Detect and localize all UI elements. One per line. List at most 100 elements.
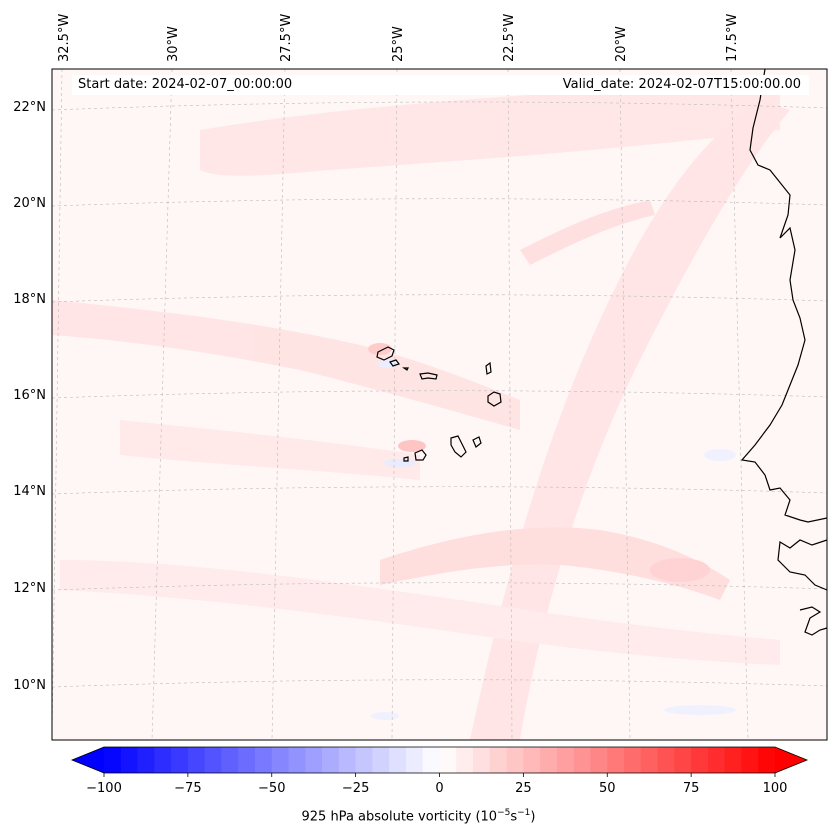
vorticity-field [52,80,790,740]
lon-label: 27.5°W [279,14,294,62]
colorbar-cell [305,747,323,773]
vorticity-positive-spot [368,343,392,355]
colorbar-cell [506,747,524,773]
meridian-line [271,68,286,741]
vorticity-negative-spot [704,449,736,461]
lat-label: 22°N [13,100,46,115]
colorbar-cell [640,747,658,773]
colorbar-cells [104,747,776,773]
island-boa-vista [487,391,502,407]
lat-label: 14°N [13,484,46,499]
parallel-line [51,486,828,495]
colorbar-label-exp1: −5 [497,808,511,818]
vorticity-positive-spot [398,440,426,452]
africa-coastline [799,606,828,636]
colorbar-cell [489,747,507,773]
latitude-labels: 22°N 20°N 18°N 16°N 14°N 12°N 10°N [13,100,46,693]
parallel-line [51,390,828,399]
lat-label: 12°N [13,581,46,596]
colorbar-cell [607,747,625,773]
colorbar-tick-label: 25 [515,781,532,796]
colorbar-cell [456,747,474,773]
colorbar-cell [154,747,172,773]
colorbar-cell [523,747,541,773]
colorbar-label-suffix: ) [530,809,536,825]
colorbar-cell [724,747,742,773]
cape-verde-islands [376,346,502,462]
island-maio [472,436,482,448]
lon-label: 20°W [614,26,629,62]
colorbar-ticks: −100 −75 −50 −25 0 25 50 75 100 [86,773,787,796]
vorticity-band [380,527,730,600]
colorbar-label: 925 hPa absolute vorticity (10−5s−1) [0,808,837,824]
colorbar-cell [624,747,642,773]
start-date: Start date: 2024-02-07_00:00:00 [78,77,293,92]
meridian-line [507,68,513,741]
meridian-line [730,68,749,741]
colorbar-tick-label: −50 [258,781,285,796]
island-sao-nicolau [419,372,438,380]
colorbar-cell [707,747,726,773]
colorbar-cell [758,747,776,773]
valid-date: Valid_date: 2024-02-07T15:00:00.00 [562,77,801,92]
lon-label: 32.5°W [57,14,72,62]
parallel-line [51,198,828,207]
island-sao-vicente [389,359,400,367]
lat-label: 10°N [13,678,46,693]
parallel-line [51,582,828,591]
colorbar-tick-label: 0 [435,781,443,796]
africa-coastline [777,539,828,591]
colorbar-max-extension [775,747,807,773]
vorticity-negative-spot [371,712,399,720]
lat-label: 16°N [13,388,46,403]
meridian-line [619,68,631,741]
meridian-line [51,68,63,741]
lon-label: 30°W [166,26,181,62]
colorbar-cell [439,747,457,773]
island-fogo [414,449,427,461]
colorbar-label-prefix: 925 hPa absolute vorticity (10 [301,809,498,825]
island-brava [403,456,409,462]
lat-label: 20°N [13,196,46,211]
colorbar-cell [171,747,189,773]
lon-label: 25°W [391,26,406,62]
colorbar-cell [674,747,692,773]
date-info-bar: Start date: 2024-02-07_00:00:00 Valid_da… [72,75,809,95]
colorbar-cell [104,747,122,773]
longitude-labels: 32.5°W 30°W 27.5°W 25°W 22.5°W 20°W 17.5… [57,14,740,62]
colorbar-cell [540,747,558,773]
vorticity-max [650,558,710,582]
gridlines [51,68,828,741]
vorticity-band [60,560,780,665]
lon-label: 22.5°W [502,14,517,62]
colorbar-cell [657,747,675,773]
colorbar-cell [691,747,709,773]
colorbar-cell [204,747,222,773]
colorbar-cell [338,747,357,773]
colorbar-cell [271,747,289,773]
vorticity-negative-spot [664,705,736,715]
colorbar-tick-label: 75 [683,781,700,796]
colorbar-cell [372,747,390,773]
vorticity-band [120,420,420,480]
island-santo-antao [376,346,395,361]
vorticity-negative-spot [384,459,416,467]
colorbar-cell [473,747,491,773]
colorbar-min-extension [72,747,104,773]
island-sal [485,361,492,375]
colorbar-cell [288,747,306,773]
lat-label: 18°N [13,292,46,307]
colorbar-tick-label: −25 [342,781,369,796]
vorticity-band [200,80,780,176]
island-santa-luzia [402,367,409,371]
africa-coastline [740,68,828,523]
colorbar-cell [120,747,138,773]
meridian-line [391,68,398,741]
colorbar-cell [405,747,424,773]
colorbar-cell [590,747,608,773]
colorbar-tick-label: −100 [86,781,122,796]
colorbar-tick-label: −75 [174,781,201,796]
colorbar-cell [573,747,591,773]
colorbar-cell [422,747,440,773]
